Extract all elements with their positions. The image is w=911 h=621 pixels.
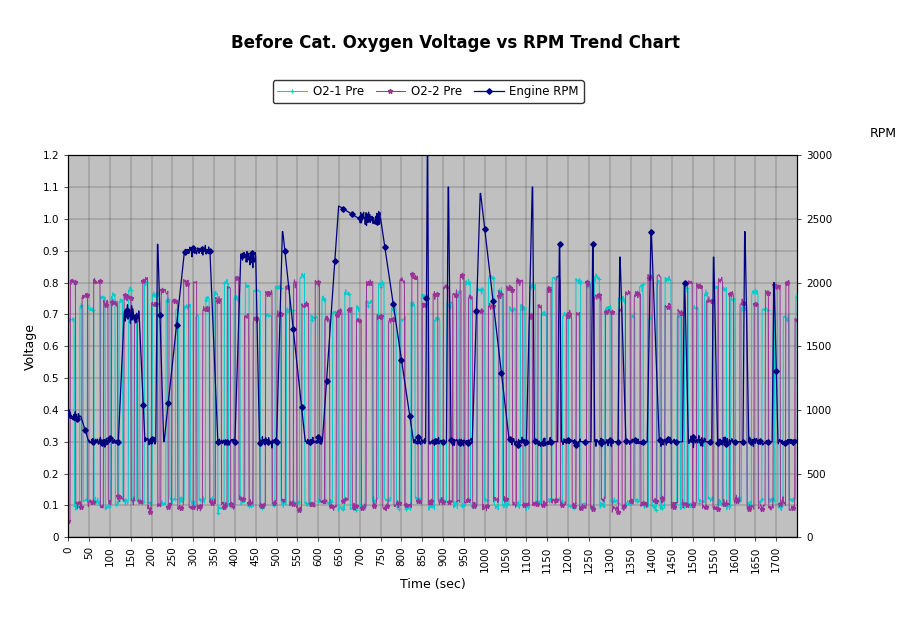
Engine RPM (403, 399, 414, 406)
Engine RPM (422, 152, 433, 159)
Engine RPM (772, 402, 783, 410)
Text: Before Cat. Oxygen Voltage vs RPM Trend Chart: Before Cat. Oxygen Voltage vs RPM Trend … (231, 34, 680, 52)
O2-1 Pre (772, 283, 783, 291)
O2-2 Pre (402, 501, 413, 508)
Engine RPM (185, 246, 196, 253)
Engine RPM (359, 214, 370, 221)
O2-1 Pre (213, 510, 224, 517)
X-axis label: Time (sec): Time (sec) (400, 578, 466, 591)
Engine RPM (63, 411, 74, 419)
Engine RPM (267, 444, 278, 451)
Text: RPM: RPM (870, 127, 897, 140)
O2-1 Pre (63, 314, 74, 322)
Engine RPM (68, 417, 79, 424)
O2-2 Pre (792, 317, 803, 324)
O2-1 Pre (299, 270, 310, 277)
Engine RPM (249, 255, 260, 263)
O2-1 Pre (792, 291, 803, 298)
O2-2 Pre (68, 278, 79, 285)
Line: O2-2 Pre: O2-2 Pre (66, 272, 800, 524)
O2-1 Pre (249, 288, 260, 295)
O2-1 Pre (403, 503, 414, 510)
O2-2 Pre (406, 271, 417, 278)
Line: Engine RPM: Engine RPM (67, 153, 799, 450)
Engine RPM (792, 436, 803, 443)
O2-2 Pre (249, 314, 260, 321)
O2-1 Pre (68, 315, 79, 323)
O2-2 Pre (63, 517, 74, 525)
O2-1 Pre (359, 502, 370, 510)
O2-2 Pre (185, 505, 196, 512)
O2-2 Pre (359, 502, 370, 509)
Line: O2-1 Pre: O2-1 Pre (66, 271, 800, 516)
Y-axis label: Voltage: Voltage (24, 323, 37, 369)
O2-2 Pre (772, 283, 783, 291)
O2-1 Pre (185, 497, 196, 505)
Legend: O2-1 Pre, O2-2 Pre, Engine RPM: O2-1 Pre, O2-2 Pre, Engine RPM (272, 81, 584, 103)
